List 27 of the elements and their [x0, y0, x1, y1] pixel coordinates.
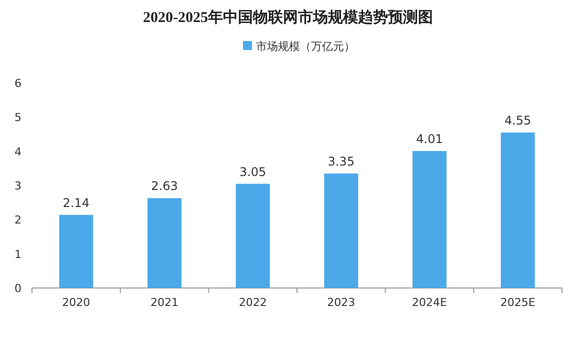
bar [412, 150, 446, 288]
chart-title: 2020-2025年中国物联网市场规模趋势预测图 [143, 8, 433, 26]
data-label: 4.55 [504, 114, 532, 128]
x-tick-label: 2023 [327, 296, 356, 309]
bar [236, 184, 270, 288]
data-label: 2.14 [62, 196, 90, 210]
legend-label: 市场规模（万亿元） [256, 40, 355, 53]
data-label: 3.05 [239, 164, 266, 179]
bar [148, 198, 182, 288]
y-tick-label: 1 [14, 248, 22, 261]
data-label: 4.01 [416, 132, 443, 146]
y-tick-label: 6 [14, 77, 22, 90]
y-tick-label: 2 [14, 214, 22, 227]
y-tick-label: 5 [14, 111, 22, 124]
data-label: 3.35 [328, 154, 355, 169]
x-tick-label: 2022 [238, 296, 267, 309]
y-tick-label: 0 [14, 282, 22, 295]
bar [324, 174, 358, 288]
x-tick-label: 2024E [412, 296, 448, 309]
y-tick-label: 4 [14, 145, 22, 158]
bar [500, 132, 535, 288]
y-tick-label: 3 [14, 180, 22, 192]
x-tick-label: 2025E [500, 296, 536, 309]
x-tick-label: 2020 [62, 296, 90, 309]
x-tick-label: 2021 [150, 296, 178, 309]
data-label: 2.63 [151, 179, 178, 194]
bar [59, 214, 94, 288]
